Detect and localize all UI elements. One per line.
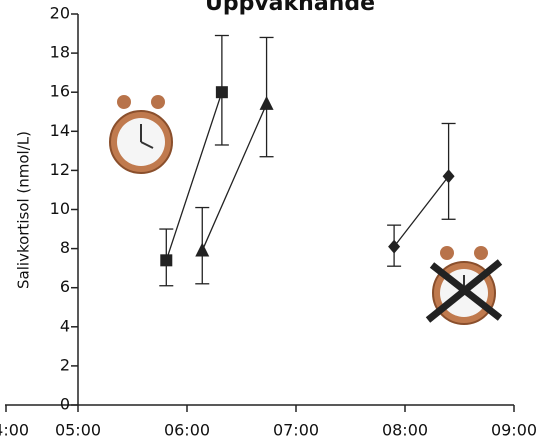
marker — [195, 242, 210, 257]
y-axis-label: Salivkortisol (nmol/L) — [15, 131, 33, 289]
clock-icon — [109, 95, 173, 174]
marker — [160, 254, 173, 267]
y-tick-label: 14 — [50, 121, 70, 140]
x-tick-label: 07:00 — [273, 421, 319, 440]
y-tick-label: 6 — [60, 277, 70, 296]
chart-title: Uppvaknande — [205, 0, 375, 16]
y-tick-label: 8 — [60, 238, 70, 257]
y-tick-label: 12 — [50, 160, 70, 179]
x-tick-label: 09:00 — [491, 421, 537, 440]
x-tick-label: 06:00 — [164, 421, 210, 440]
series-line — [165, 91, 223, 261]
y-tick-label: 20 — [50, 4, 70, 23]
y-tick-label: 4 — [60, 316, 70, 335]
y-tick-label: 10 — [50, 199, 70, 218]
marker — [215, 86, 228, 99]
clock-icon-crossed — [425, 246, 503, 325]
marker — [442, 169, 455, 184]
marker — [259, 95, 274, 110]
y-tick-label: 2 — [60, 355, 70, 374]
series-line — [393, 175, 450, 248]
x-tick-label: 08:00 — [382, 421, 428, 440]
x-tick-label: 04:00 — [0, 421, 29, 440]
y-tick-label: 18 — [50, 43, 70, 62]
series-line — [201, 103, 268, 251]
y-tick-label: 0 — [60, 395, 70, 414]
y-tick-label: 16 — [50, 82, 70, 101]
x-tick-label: 05:00 — [55, 421, 101, 440]
marker — [388, 239, 401, 254]
